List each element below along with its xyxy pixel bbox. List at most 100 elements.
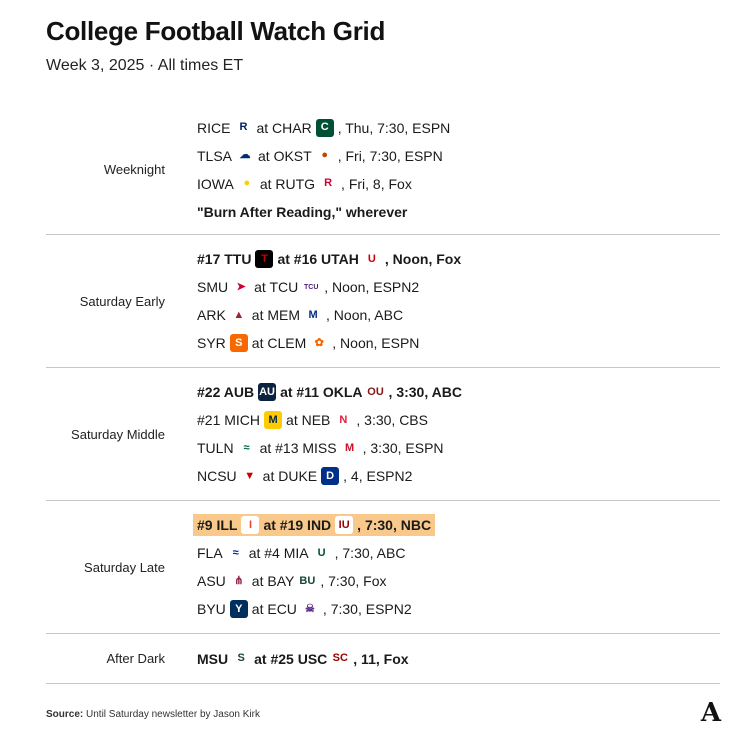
arizona-state-icon: ⋔	[229, 572, 248, 590]
tulsa-icon: ☁	[236, 146, 255, 165]
auburn-icon: AU	[258, 383, 277, 401]
home-team: at #16 UTAH	[277, 251, 359, 267]
source-text: Until Saturday newsletter by Jason Kirk	[86, 709, 260, 720]
game-info: , Noon, Fox	[384, 251, 462, 267]
game-info: , Fri, 7:30, ESPN	[337, 147, 443, 164]
game-row: TLSA ☁ at OKST ●, Fri, 7:30, ESPN	[197, 142, 720, 170]
game-info: , 3:30, ABC	[388, 384, 462, 400]
baylor-icon: BU	[298, 572, 317, 590]
away-team: #22 AUB	[197, 384, 255, 400]
texas-tech-icon: T	[255, 250, 274, 268]
ole-miss-icon: M	[340, 439, 359, 457]
game-info: , Noon, ESPN	[332, 335, 420, 351]
home-team: at NEB	[286, 412, 331, 428]
away-team: #21 MICH	[197, 412, 261, 428]
arkansas-razorback-icon: ▲	[229, 306, 248, 324]
game-info: , 4, ESPN2	[343, 468, 413, 484]
clemson-paw-icon: ✿	[310, 334, 329, 352]
game-row: ASU ⋔ at BAY BU, 7:30, Fox	[197, 567, 720, 595]
game-row: "Burn After Reading," wherever	[197, 198, 720, 226]
section-label: Weeknight	[103, 162, 165, 177]
syracuse-icon: S	[229, 334, 248, 352]
game-row: TULN ≈ at #13 MISS M, 3:30, ESPN	[197, 434, 720, 462]
away-team: NCSU	[197, 468, 237, 484]
home-team: at #19 IND	[263, 517, 332, 533]
game-info: , 3:30, CBS	[356, 412, 428, 428]
byu-icon: Y	[229, 600, 248, 618]
michigan-icon: M	[264, 411, 283, 429]
utah-icon: U	[362, 250, 381, 268]
grid-section: Saturday Middle #22 AUB AU at #11 OKLA OU, 3…	[46, 368, 720, 501]
smu-mustang-icon: ➤	[232, 278, 251, 296]
home-team: at TCU	[254, 279, 299, 295]
tulane-icon: ≈	[237, 439, 256, 457]
home-team: at CLEM	[251, 335, 307, 351]
ecu-pirate-icon: ☠	[300, 600, 319, 618]
indiana-icon: IU	[335, 516, 354, 534]
away-team: RICE	[197, 119, 231, 136]
oklahoma-icon: OU	[366, 383, 385, 401]
iowa-hawkeye-icon: ●	[237, 174, 256, 193]
source-note: Source: Until Saturday newsletter by Jas…	[46, 709, 260, 720]
game-info: , 7:30, Fox	[320, 573, 387, 589]
source-label: Source:	[46, 709, 84, 720]
florida-gator-icon: ≈	[226, 544, 245, 562]
section-label: Saturday Middle	[71, 426, 165, 442]
nc-state-wolf-icon: ▼	[240, 467, 259, 485]
home-team: at DUKE	[262, 468, 318, 484]
game-info: , 7:30, ABC	[334, 545, 406, 561]
game-row: FLA ≈ at #4 MIA U, 7:30, ABC	[197, 539, 720, 567]
away-team: TULN	[197, 440, 234, 456]
home-team: at #13 MISS	[259, 440, 337, 456]
game-row: SMU ➤ at TCU TCU, Noon, ESPN2	[197, 273, 720, 301]
away-team: SMU	[197, 279, 229, 295]
home-team: at MEM	[251, 307, 301, 323]
home-team: at #25 USC	[254, 650, 328, 667]
home-team: at OKST	[258, 147, 312, 164]
illinois-icon: I	[241, 516, 260, 534]
section-label: After Dark	[106, 651, 165, 666]
game-row: #22 AUB AU at #11 OKLA OU, 3:30, ABC	[197, 378, 720, 406]
home-team: at CHAR	[256, 119, 312, 136]
away-team: ARK	[197, 307, 226, 323]
publisher-logo: A	[700, 698, 721, 728]
chart-title: College Football Watch Grid	[46, 16, 386, 46]
away-team: ASU	[197, 573, 226, 589]
game-row: NCSU ▼ at DUKE D, 4, ESPN2	[197, 462, 720, 490]
rice-owls-icon: R	[234, 118, 253, 137]
miami-icon: U	[312, 544, 331, 562]
away-team: MSU	[197, 650, 229, 667]
game-info: , Noon, ABC	[326, 307, 404, 323]
tcu-icon: TCU	[302, 278, 321, 296]
home-team: at #4 MIA	[248, 545, 309, 561]
home-team: at #11 OKLA	[280, 384, 363, 400]
away-team: BYU	[197, 601, 226, 617]
game-info: , 7:30, NBC	[357, 517, 432, 533]
nebraska-icon: N	[334, 411, 353, 429]
michigan-state-icon: S	[232, 649, 251, 668]
game-info: , 11, Fox	[353, 650, 409, 667]
memphis-tiger-icon: M	[304, 306, 323, 324]
oklahoma-state-icon: ●	[315, 146, 334, 165]
duke-icon: D	[321, 467, 340, 485]
away-team: #9 ILL	[197, 517, 238, 533]
game-row: ARK ▲ at MEM M, Noon, ABC	[197, 301, 720, 329]
game-row: IOWA ● at RUTG R, Fri, 8, Fox	[197, 170, 720, 198]
away-team: IOWA	[197, 175, 234, 192]
game-info: , 3:30, ESPN	[362, 440, 444, 456]
game-info: , Fri, 8, Fox	[341, 175, 412, 192]
home-team: at BAY	[251, 573, 295, 589]
rutgers-icon: R	[319, 174, 338, 193]
